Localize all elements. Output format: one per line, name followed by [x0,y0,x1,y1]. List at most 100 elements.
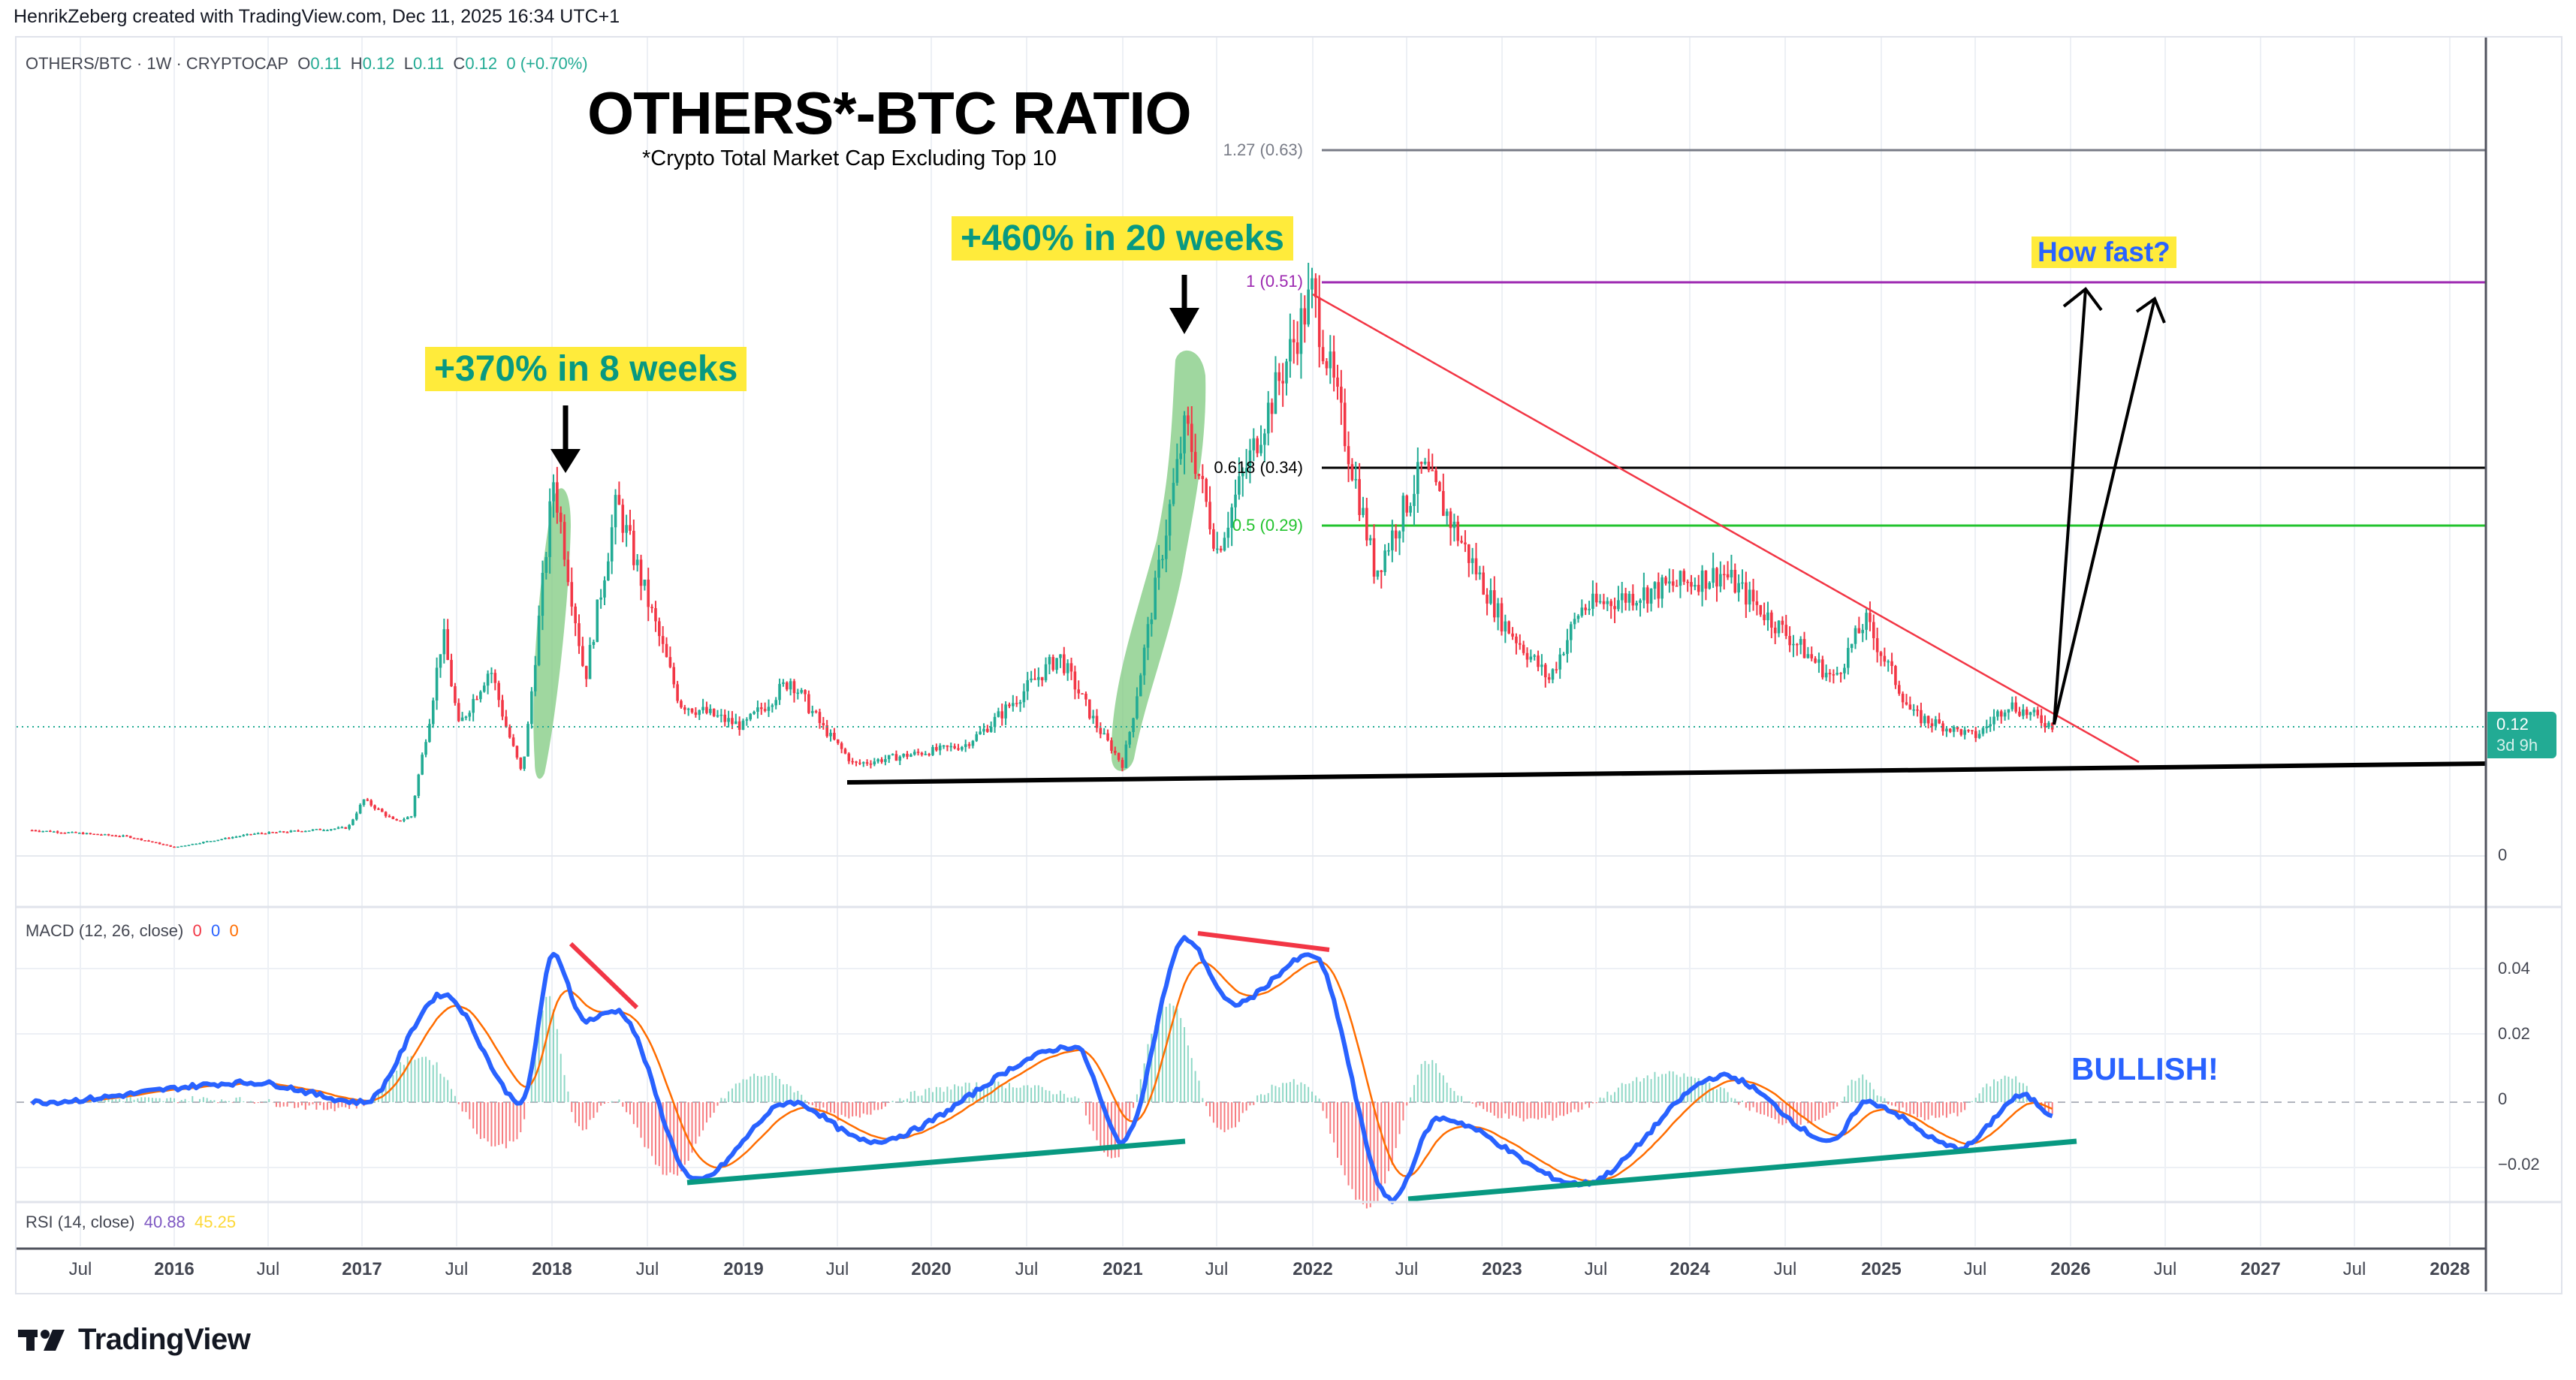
candle-body [1843,667,1846,673]
candle-body [1325,361,1329,369]
candle-body [1482,572,1486,595]
tradingview-logo: TradingView [18,1323,251,1357]
time-label-year: 2017 [342,1259,382,1279]
candle-body [880,759,883,762]
candle-body [1511,633,1514,637]
rsi-legend[interactable]: RSI (14, close) 40.88 45.25 [26,1213,236,1232]
candle-body [971,740,975,746]
candle-body [869,764,873,765]
candle-body [165,844,169,846]
current-price-tag[interactable]: 0.12 3d 9h [2487,712,2556,758]
candle-body [1066,663,1069,673]
candle-body [1784,625,1788,636]
candle-body [745,719,749,721]
candle-body [318,829,322,830]
candle-body [1474,558,1478,574]
candle-body [1091,716,1095,719]
candle-body [792,681,796,694]
ohlc-low-label: L [403,54,413,73]
candle-body [1883,655,1887,662]
candle-body [1256,438,1259,453]
candle-body [1507,621,1511,634]
candle-body [840,743,843,749]
down-arrow-head-icon [550,449,581,473]
candle-body [1854,628,1857,644]
candle-body [909,755,912,757]
candle-body [464,716,468,719]
candle-body [1992,716,1995,725]
candle-body [41,830,44,833]
candle-body [1026,679,1030,692]
candle-body [997,711,1000,717]
candle-body [1183,415,1186,453]
candle-body [435,667,439,701]
candle-body [1259,444,1262,453]
candle-body [340,827,344,829]
candle-body [336,827,340,829]
candle-body [1274,372,1277,414]
candle-body [789,681,792,690]
candle-body [632,530,635,565]
candle-body [825,725,828,737]
candle-body [1675,585,1679,587]
candle-body [581,646,584,666]
candle-body [708,709,712,713]
candle-body [1223,538,1226,551]
candle-body [307,830,311,832]
candle-body [1697,584,1700,592]
candle-body [1044,664,1048,681]
candle-body [1193,451,1197,475]
candle-body [515,746,519,758]
candle-body [1197,474,1201,476]
candle-body [1139,675,1142,697]
candle-body [1012,703,1015,707]
symbol-legend[interactable]: OTHERS/BTC · 1W · CRYPTOCAP O0.11 H0.12 … [26,54,588,74]
candle-body [1941,723,1944,732]
candle-body [439,654,442,668]
candle-body [1996,711,1999,717]
descending-trendline [1312,293,2140,764]
candle-body [71,832,74,833]
time-label-month: Jul [1015,1259,1039,1279]
candle-body [2040,715,2043,723]
current-price: 0.12 [2496,715,2529,734]
candle-body [511,737,515,746]
candle-body [1486,594,1489,604]
candle-body [1263,433,1266,445]
candle-body [326,830,329,832]
candle-body [1343,402,1347,447]
candle-body [1773,627,1777,634]
candle-body [373,805,376,809]
candle-body [1719,574,1722,587]
candle-body [1704,570,1708,589]
candle-body [906,753,909,757]
candle-body [505,716,508,728]
candle-body [957,748,960,750]
candle-body [782,682,785,684]
candle-body [395,818,399,821]
candle-body [1609,601,1612,607]
support-trendline [846,761,2487,785]
time-label-month: Jul [1584,1259,1608,1279]
rsi-value: 40.88 [143,1213,186,1231]
macd-legend[interactable]: MACD (12, 26, close) 0 0 0 [26,921,239,941]
candle-body [1464,542,1467,545]
candle-body [1059,654,1062,658]
candle-body [1018,702,1022,704]
candle-body [894,754,898,761]
candle-body [719,714,723,716]
candle-body [293,830,297,832]
candle-body [1588,608,1591,610]
candle-body [1635,602,1638,606]
candle-body [975,734,979,741]
candle-body [1500,603,1504,631]
candle-body [285,832,289,833]
candle-body [260,833,264,835]
candle-body [1266,402,1270,434]
candle-body [734,721,738,725]
axes [17,38,2561,1291]
candle-body [154,842,158,844]
candle-body [497,682,500,701]
candle-body [183,845,187,847]
